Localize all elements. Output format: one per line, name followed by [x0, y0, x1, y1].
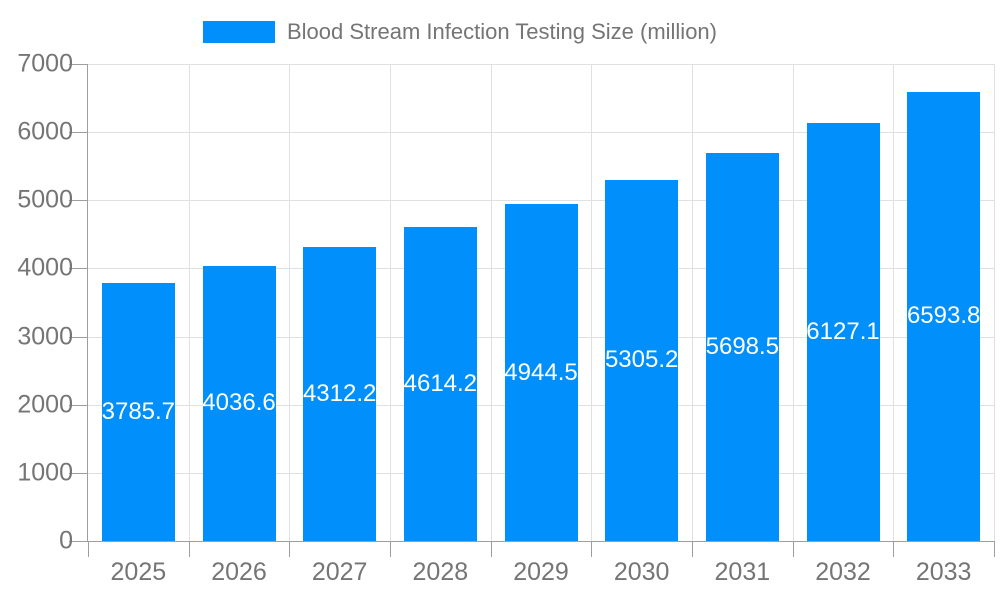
x-axis-label-2033: 2033	[915, 558, 972, 586]
y-axis-label: 2000	[17, 390, 73, 419]
bar-value-label: 6593.8	[906, 302, 981, 330]
y-axis-label: 6000	[17, 117, 73, 146]
x-axis-label-2030: 2030	[613, 558, 670, 586]
x-axis-label-2032: 2032	[815, 558, 871, 586]
bar-2025[interactable]: 3785.7	[102, 283, 175, 541]
x-tick-mark	[692, 542, 693, 557]
bar-2033[interactable]: 6593.8	[906, 91, 981, 541]
bar-value-label: 4036.6	[202, 389, 276, 417]
plot-area: 0 1000 2000 3000 4000 5000 6000 7000 3785.7 2025 4…	[17, 50, 995, 586]
bar-value-label: 4614.2	[403, 369, 478, 397]
gridline-v	[893, 64, 895, 541]
bar-2030[interactable]: 5305.2	[604, 179, 679, 541]
bar-value-label: 4944.5	[504, 358, 578, 386]
gridline-h	[88, 132, 995, 134]
bar-2031[interactable]: 5698.5	[705, 152, 780, 541]
bar-value-label: 6127.1	[806, 318, 880, 346]
y-tick-mark	[69, 541, 87, 542]
x-tick-mark	[188, 542, 190, 557]
x-axis-label-2027: 2027	[311, 558, 368, 586]
y-axis-label: 3000	[17, 322, 73, 351]
x-tick-mark	[994, 542, 995, 557]
x-tick-mark	[88, 542, 89, 557]
y-tick-mark	[69, 64, 87, 65]
bar-value-label: 5305.2	[604, 346, 679, 374]
x-axis-label-2025: 2025	[110, 558, 167, 586]
x-tick-mark	[893, 542, 895, 557]
bar-value-label: 3785.7	[101, 398, 176, 426]
y-tick-mark	[69, 132, 87, 134]
y-axis-label: 4000	[17, 253, 73, 282]
gridline-v	[289, 64, 291, 541]
y-tick-mark	[69, 472, 87, 474]
legend-label: Blood Stream Infection Testing Size (mil…	[286, 19, 717, 44]
x-tick-mark	[289, 542, 291, 557]
gridline-v	[692, 64, 693, 541]
bar-2029[interactable]: 4944.5	[504, 204, 578, 541]
bar-2028[interactable]: 4614.2	[403, 226, 478, 541]
gridline-v	[994, 64, 995, 541]
gridline-h	[88, 64, 995, 65]
gridline-v	[188, 64, 190, 541]
x-tick-mark	[490, 542, 492, 557]
gridline-h	[88, 200, 995, 202]
gridline-v	[390, 64, 391, 541]
bar-2032[interactable]: 6127.1	[806, 123, 880, 541]
x-axis-label-2026: 2026	[211, 558, 267, 586]
y-axis-label: 7000	[17, 49, 73, 78]
gridline-v	[591, 64, 593, 541]
y-tick-mark	[69, 200, 87, 202]
bar-2026[interactable]: 4036.6	[202, 265, 276, 541]
x-tick-mark	[792, 542, 794, 557]
y-tick-mark	[69, 268, 87, 270]
y-tick-mark	[69, 336, 87, 338]
y-axis-label: 0	[59, 526, 73, 555]
bar-value-label: 4312.2	[302, 380, 377, 408]
bar-2027[interactable]: 4312.2	[303, 247, 376, 541]
gridline-v	[490, 64, 492, 541]
y-axis-label: 1000	[17, 458, 73, 487]
legend[interactable]: Blood Stream Infection Testing Size (mil…	[0, 20, 960, 44]
x-axis-label-2031: 2031	[714, 558, 771, 586]
gridline-v	[792, 64, 794, 541]
bar-value-label: 5698.5	[705, 332, 780, 360]
x-axis-label-2029: 2029	[513, 558, 569, 586]
y-tick-mark	[69, 404, 87, 406]
x-tick-mark	[591, 542, 593, 557]
x-tick-mark	[390, 542, 391, 557]
y-axis-label: 5000	[17, 185, 73, 214]
legend-swatch-icon	[202, 21, 275, 43]
x-axis-label-2028: 2028	[412, 558, 469, 586]
